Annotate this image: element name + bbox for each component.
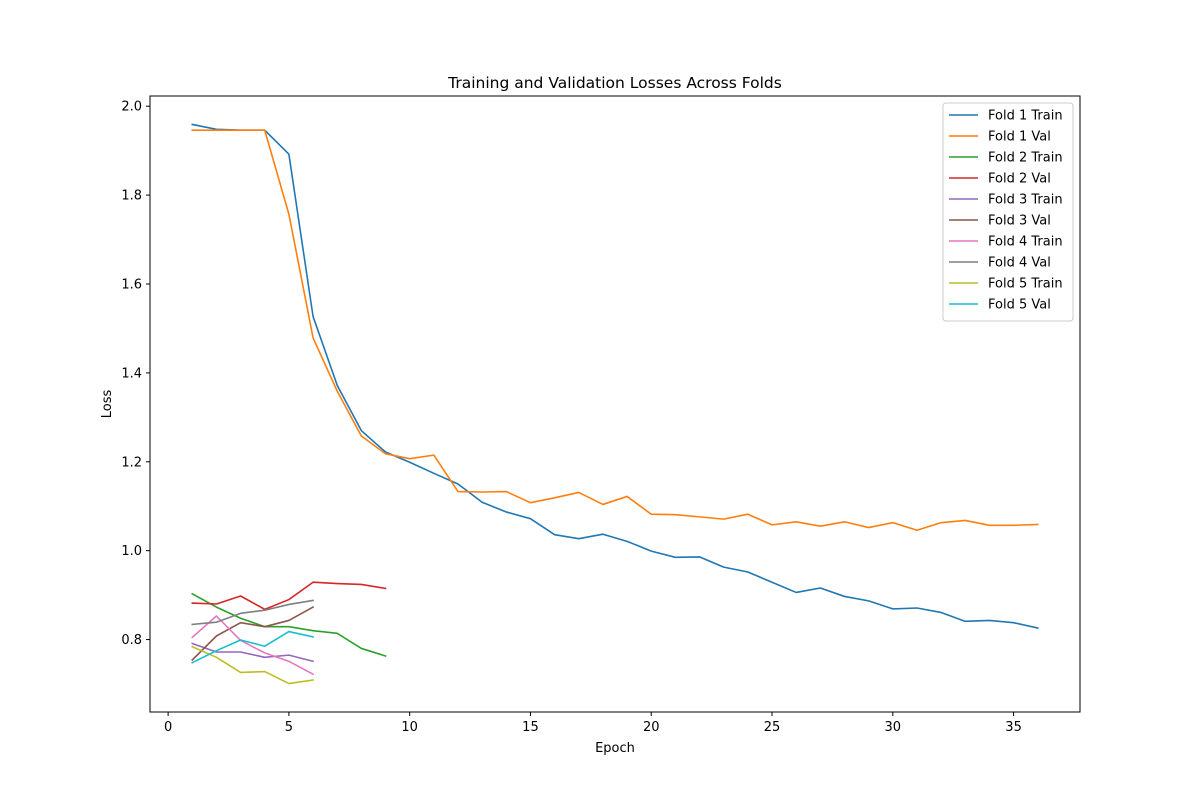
series-line-fold-3-val <box>191 606 315 662</box>
y-tick-label: 2.0 <box>121 100 142 115</box>
series-line-fold-1-val <box>191 129 1039 532</box>
legend-item: Fold 4 Train <box>949 235 1063 250</box>
series-layer <box>191 123 1039 685</box>
legend: Fold 1 Train Fold 1 Val Fold 2 Train Fold 2… <box>942 102 1074 322</box>
legend-label: Fold 1 Train <box>988 109 1063 124</box>
series-line-fold-5-train <box>191 645 314 685</box>
legend-label: Fold 1 Val <box>988 130 1051 145</box>
y-axis: 0.8 1.0 1.2 1.4 1.6 1.8 2.0 <box>121 100 150 648</box>
x-tick-label: 30 <box>885 720 902 735</box>
series-line-fold-4-train <box>191 615 315 676</box>
x-tick-label: 15 <box>522 720 539 735</box>
x-tick-label: 10 <box>401 720 418 735</box>
y-tick-label: 1.8 <box>121 189 142 204</box>
series-line-fold-1-train <box>191 123 1039 629</box>
legend-item: Fold 2 Val <box>949 172 1051 187</box>
chart-title: Training and Validation Losses Across Fo… <box>447 74 782 92</box>
legend-item: Fold 2 Train <box>949 151 1063 166</box>
legend-item: Fold 1 Train <box>949 109 1063 124</box>
axes-frame <box>149 95 1081 713</box>
x-tick-label: 25 <box>764 720 781 735</box>
legend-label: Fold 5 Train <box>988 277 1063 292</box>
legend-item: Fold 3 Val <box>949 214 1051 229</box>
y-tick-label: 1.2 <box>121 455 142 470</box>
y-tick-label: 1.0 <box>121 544 142 559</box>
legend-label: Fold 3 Val <box>988 214 1051 229</box>
legend-item: Fold 1 Val <box>949 130 1051 145</box>
legend-label: Fold 5 Val <box>988 298 1051 313</box>
legend-label: Fold 4 Train <box>988 235 1063 250</box>
legend-label: Fold 4 Val <box>988 256 1051 271</box>
y-tick-label: 0.8 <box>121 633 142 648</box>
x-axis-label: Epoch <box>595 741 635 756</box>
series-line-fold-3-train <box>191 642 315 663</box>
x-tick-label: 35 <box>1005 720 1022 735</box>
legend-item: Fold 5 Val <box>949 298 1051 313</box>
legend-label: Fold 3 Train <box>988 193 1063 208</box>
series-line-fold-5-val <box>191 630 315 664</box>
y-tick-label: 1.6 <box>121 278 142 293</box>
series-line-fold-4-val <box>191 599 314 626</box>
legend-label: Fold 2 Val <box>988 172 1051 187</box>
series-line-fold-2-val <box>191 581 387 611</box>
legend-label: Fold 2 Train <box>988 151 1063 166</box>
series-line-fold-2-train <box>191 592 387 658</box>
x-tick-label: 0 <box>164 720 172 735</box>
legend-item: Fold 4 Val <box>949 256 1051 271</box>
legend-item: Fold 5 Train <box>949 277 1063 292</box>
x-tick-label: 20 <box>643 720 660 735</box>
x-tick-label: 5 <box>285 720 293 735</box>
y-tick-label: 1.4 <box>121 366 142 381</box>
legend-item: Fold 3 Train <box>949 193 1063 208</box>
y-axis-label: Loss <box>100 390 115 419</box>
x-axis: 0 5 10 15 20 25 30 35 <box>164 712 1022 735</box>
